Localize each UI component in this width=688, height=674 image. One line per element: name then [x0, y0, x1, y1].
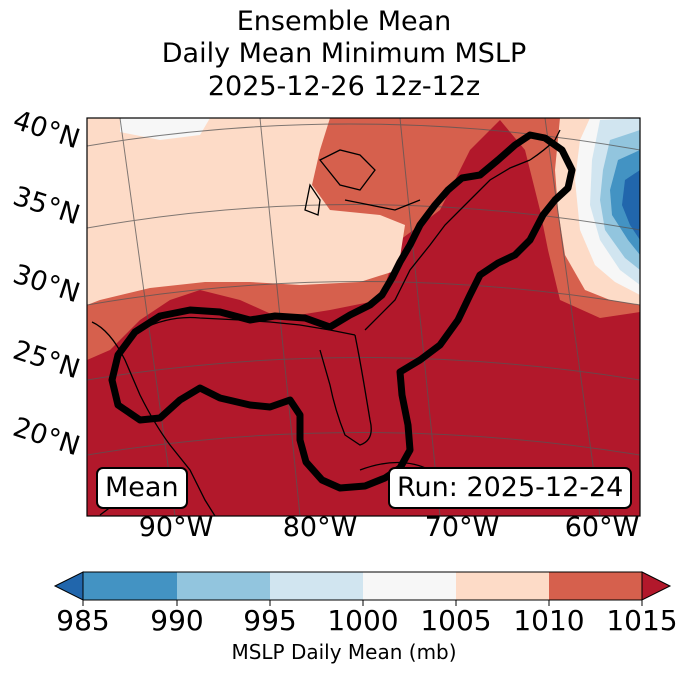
colorbar-tick-label: 990 — [150, 604, 204, 637]
colorbar-tick-label: 1010 — [513, 604, 585, 637]
colorbar-extend-low — [53, 571, 84, 601]
colorbar-tick-label: 1005 — [420, 604, 492, 637]
colorbar-label: MSLP Daily Mean (mb) — [231, 640, 457, 664]
colorbar-tick-label: 985 — [56, 604, 110, 637]
colorbar-bin — [549, 572, 642, 600]
map-frame — [86, 117, 641, 517]
lon-label-90w: 90°W — [138, 512, 214, 543]
field-1000-1005-west — [120, 118, 210, 140]
lon-label-70w: 70°W — [424, 512, 500, 543]
field-lt985 — [622, 170, 640, 240]
title-line-3: 2025-12-26 12z-12z — [207, 71, 481, 102]
colorbar-tick-label: 1000 — [327, 604, 399, 637]
colorbar-ticks — [82, 600, 643, 606]
colorbar — [53, 571, 672, 606]
run-label-box: Run: 2025-12-24 — [388, 467, 633, 509]
title-line-2: Daily Mean Minimum MSLP — [161, 38, 527, 69]
contour-outline — [108, 131, 576, 492]
field-1005-1010-west — [87, 118, 405, 305]
colorbar-extend-high — [641, 571, 672, 601]
colorbar-bin — [83, 572, 177, 600]
coastlines — [91, 129, 561, 516]
title-line-1: Ensemble Mean — [236, 6, 452, 37]
colorbar-bin — [456, 572, 549, 600]
pressure-field — [87, 118, 640, 516]
colorbar-tick-label: 995 — [243, 604, 297, 637]
colorbar-bin — [177, 572, 270, 600]
mean-label-box: Mean — [96, 467, 188, 509]
colorbar-bin — [270, 572, 363, 600]
colorbar-bin — [363, 572, 456, 600]
gridlines — [87, 118, 640, 516]
lon-label-80w: 80°W — [282, 512, 358, 543]
colorbar-tick-label: 1015 — [606, 604, 678, 637]
lon-label-60w: 60°W — [564, 512, 640, 543]
